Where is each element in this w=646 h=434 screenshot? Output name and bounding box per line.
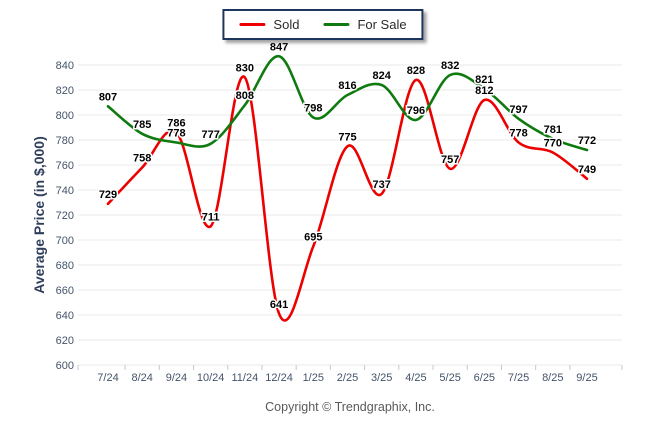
y-tick-label: 780: [56, 135, 74, 147]
x-tick-label: 7/24: [97, 372, 118, 384]
data-label-for-sale: 824: [373, 70, 392, 82]
data-label-sold: 812: [475, 85, 493, 97]
data-label-sold: 770: [544, 138, 562, 150]
legend-label-sold: Sold: [273, 17, 300, 32]
data-label-sold: 695: [304, 231, 322, 243]
data-label-for-sale: 781: [544, 124, 562, 136]
data-label-for-sale: 797: [509, 104, 527, 116]
y-tick-label: 680: [56, 260, 74, 272]
series-line-for-sale: [106, 55, 589, 152]
data-label-sold: 775: [338, 131, 356, 143]
y-tick-label: 820: [56, 85, 74, 97]
data-label-for-sale: 777: [201, 129, 219, 141]
legend-swatch-sold: [239, 23, 266, 26]
x-tick-label: 10/24: [197, 372, 225, 384]
x-tick-label: 6/25: [474, 372, 495, 384]
legend-item-sold: Sold: [239, 17, 299, 32]
data-label-sold: 757: [441, 154, 459, 166]
y-tick-label: 800: [56, 110, 74, 122]
y-tick-label: 760: [56, 160, 74, 172]
data-label-for-sale: 816: [338, 80, 356, 92]
x-tick-label: 8/25: [542, 372, 563, 384]
data-label-for-sale: 785: [133, 119, 151, 131]
y-tick-label: 840: [56, 60, 74, 72]
x-tick-label: 4/25: [405, 372, 426, 384]
data-label-sold: 786: [167, 118, 185, 130]
legend-swatch-for-sale: [323, 23, 350, 26]
legend-label-for-sale: For Sale: [357, 17, 407, 32]
data-label-for-sale: 772: [578, 135, 596, 147]
x-tick-label: 9/24: [166, 372, 187, 384]
y-tick-label: 720: [56, 210, 74, 222]
data-label-sold: 641: [270, 299, 288, 311]
data-label-sold: 830: [236, 63, 254, 75]
data-label-for-sale: 808: [236, 90, 254, 102]
data-label-sold: 828: [407, 65, 425, 77]
data-label-sold: 749: [578, 164, 596, 176]
data-label-sold: 711: [202, 211, 220, 223]
x-tick-label: 9/25: [576, 372, 597, 384]
data-label-sold: 778: [509, 128, 527, 140]
x-tick-label: 12/24: [265, 372, 293, 384]
copyright-text: Copyright © Trendgraphix, Inc.: [265, 400, 435, 414]
x-tick-label: 11/24: [231, 372, 258, 384]
x-tick-label: 3/25: [371, 372, 392, 384]
data-label-for-sale: 807: [99, 91, 117, 103]
data-label-for-sale: 847: [270, 41, 288, 53]
x-tick-label: 7/25: [508, 372, 529, 384]
y-tick-label: 740: [56, 185, 74, 197]
data-label-for-sale: 798: [304, 103, 322, 115]
y-tick-label: 660: [56, 285, 74, 297]
data-label-sold: 729: [99, 189, 117, 201]
y-tick-label: 640: [56, 310, 74, 322]
legend-item-for-sale: For Sale: [323, 17, 407, 32]
x-tick-label: 1/25: [303, 372, 324, 384]
chart-legend: Sold For Sale: [222, 9, 424, 40]
data-label-sold: 758: [133, 153, 151, 165]
y-tick-label: 620: [56, 335, 74, 347]
y-tick-label: 600: [56, 360, 74, 372]
data-label-for-sale: 796: [407, 105, 425, 117]
x-tick-label: 8/24: [132, 372, 153, 384]
x-tick-label: 2/25: [337, 372, 358, 384]
data-label-sold: 737: [373, 179, 391, 191]
series-line-sold: [106, 75, 589, 322]
data-label-for-sale: 832: [441, 60, 459, 72]
data-label-for-sale: 778: [167, 128, 185, 140]
x-tick-label: 5/25: [439, 372, 460, 384]
data-label-for-sale: 821: [475, 74, 493, 86]
y-tick-label: 700: [56, 235, 74, 247]
